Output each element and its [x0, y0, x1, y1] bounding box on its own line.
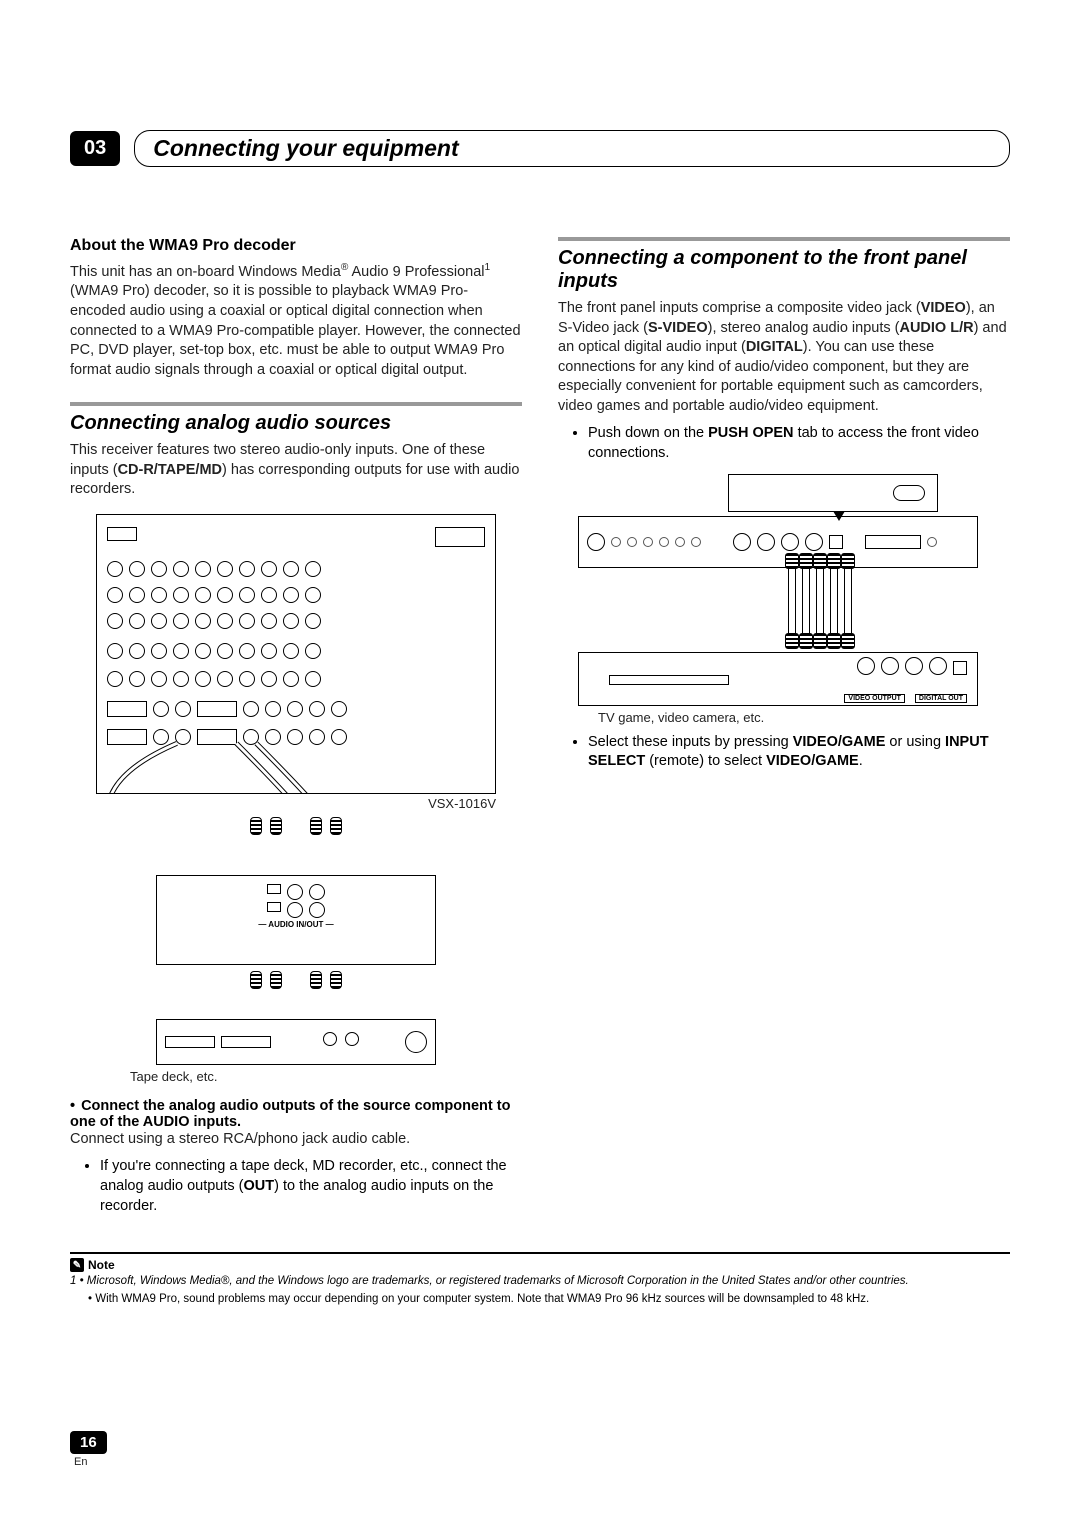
- rca-plug-icon: [270, 971, 282, 989]
- two-column-layout: About the WMA9 Pro decoder This unit has…: [70, 237, 1010, 1222]
- cable-icon: [802, 566, 810, 636]
- left-column: About the WMA9 Pro decoder This unit has…: [70, 237, 522, 1222]
- tape-deck-device: [156, 1019, 436, 1065]
- text: ), stereo analog audio inputs (: [708, 320, 900, 336]
- analog-paragraph: This receiver features two stereo audio-…: [70, 441, 522, 500]
- page-language: En: [74, 1456, 107, 1468]
- analog-section-title: Connecting analog audio sources: [70, 412, 522, 435]
- diagram2-caption: TV game, video camera, etc.: [598, 710, 978, 725]
- text: (remote) to select: [645, 753, 766, 769]
- front-source-device: VIDEO OUTPUT DIGITAL OUT: [578, 652, 978, 706]
- chapter-title-pill: Connecting your equipment: [134, 130, 1010, 167]
- note-header: ✎ Note: [70, 1258, 1010, 1272]
- audio-in-out-label: — AUDIO IN/OUT —: [165, 920, 427, 929]
- text-bold: Connect the analog audio outputs of the …: [70, 1098, 510, 1130]
- receiver-rear-panel: [96, 514, 496, 794]
- digital-out-label: DIGITAL OUT: [915, 694, 967, 703]
- text: Push down on the: [588, 425, 708, 441]
- cable-icon: [816, 566, 824, 636]
- chapter-number-badge: 03: [70, 131, 120, 166]
- text-bold: PUSH OPEN: [708, 425, 793, 441]
- front-panel-bullets-2: Select these inputs by pressing VIDEO/GA…: [588, 733, 1010, 772]
- instruction-text: Connect using a stereo RCA/phono jack au…: [70, 1130, 522, 1150]
- text-bold: VIDEO/GAME: [766, 753, 859, 769]
- note-icon: ✎: [70, 1258, 84, 1272]
- section-divider: [558, 237, 1010, 241]
- text-bold: S-VIDEO: [648, 320, 708, 336]
- text-bold: VIDEO: [921, 300, 966, 316]
- page-container: 03 Connecting your equipment About the W…: [0, 0, 1080, 1347]
- wma9-heading: About the WMA9 Pro decoder: [70, 237, 522, 255]
- rca-plug-icon: [270, 817, 282, 835]
- note-label: Note: [88, 1258, 115, 1272]
- list-item: If you're connecting a tape deck, MD rec…: [100, 1157, 522, 1216]
- note-divider: [70, 1252, 1010, 1254]
- front-panel-section-title: Connecting a component to the front pane…: [558, 247, 1010, 293]
- text-bold: VIDEO/GAME: [793, 734, 886, 750]
- chapter-title: Connecting your equipment: [153, 135, 458, 161]
- front-flap: [728, 474, 938, 512]
- text-bold: AUDIO L/R: [899, 320, 973, 336]
- right-column: Connecting a component to the front pane…: [558, 237, 1010, 1222]
- section-divider: [70, 402, 522, 406]
- instruction-block: •Connect the analog audio outputs of the…: [70, 1098, 522, 1216]
- front-cables: [788, 566, 978, 636]
- rca-plug-icon: [310, 971, 322, 989]
- page-footer: 16 En: [70, 1431, 107, 1468]
- cable-arcs: [97, 515, 495, 793]
- model-label: VSX-1016V: [96, 796, 496, 811]
- list-item: Select these inputs by pressing VIDEO/GA…: [588, 733, 1010, 772]
- text-bold: CD-R/TAPE/MD: [118, 462, 222, 478]
- video-output-label: VIDEO OUTPUT: [844, 694, 905, 703]
- text: Audio 9 Professional: [348, 264, 484, 280]
- external-device-top: — AUDIO IN/OUT —: [156, 875, 436, 965]
- footnote-ref: 1: [485, 262, 491, 273]
- rca-plug-icon: [330, 817, 342, 835]
- note-line-1: 1 • Microsoft, Windows Media®, and the W…: [70, 1274, 1010, 1290]
- cable-icon: [830, 566, 838, 636]
- front-panel-paragraph: The front panel inputs comprise a compos…: [558, 299, 1010, 416]
- instruction-lead: •Connect the analog audio outputs of the…: [70, 1098, 522, 1130]
- rear-panel-diagram: VSX-1016V — AUDIO IN/OUT —: [70, 514, 522, 1084]
- chapter-header: 03 Connecting your equipment: [70, 130, 1010, 167]
- text: Select these inputs by pressing: [588, 734, 793, 750]
- text: .: [859, 753, 863, 769]
- wma9-paragraph: This unit has an on-board Windows Media®…: [70, 261, 522, 380]
- front-panel-diagram: VIDEO OUTPUT DIGITAL OUT TV game, video …: [578, 474, 978, 725]
- cable-icon: [788, 566, 796, 636]
- front-panel-strip: [578, 516, 978, 568]
- text-bold: DIGITAL: [746, 339, 803, 355]
- list-item: Push down on the PUSH OPEN tab to access…: [588, 424, 1010, 463]
- text: This unit has an on-board Windows Media: [70, 264, 341, 280]
- text: (WMA9 Pro) decoder, so it is possible to…: [70, 283, 521, 377]
- bullet-icon: •: [70, 1098, 75, 1114]
- note-line-2: • With WMA9 Pro, sound problems may occu…: [88, 1292, 1010, 1308]
- text-bold: OUT: [244, 1178, 275, 1194]
- rca-plug-icon: [250, 971, 262, 989]
- cable-icon: [844, 566, 852, 636]
- instruction-sublist: If you're connecting a tape deck, MD rec…: [100, 1157, 522, 1216]
- rca-plug-icon: [310, 817, 322, 835]
- rca-plug-icon: [330, 971, 342, 989]
- text: or using: [885, 734, 945, 750]
- front-panel-bullets: Push down on the PUSH OPEN tab to access…: [588, 424, 1010, 463]
- text: The front panel inputs comprise a compos…: [558, 300, 921, 316]
- page-number: 16: [70, 1431, 107, 1454]
- rca-plug-icon: [250, 817, 262, 835]
- diagram1-caption: Tape deck, etc.: [130, 1069, 217, 1084]
